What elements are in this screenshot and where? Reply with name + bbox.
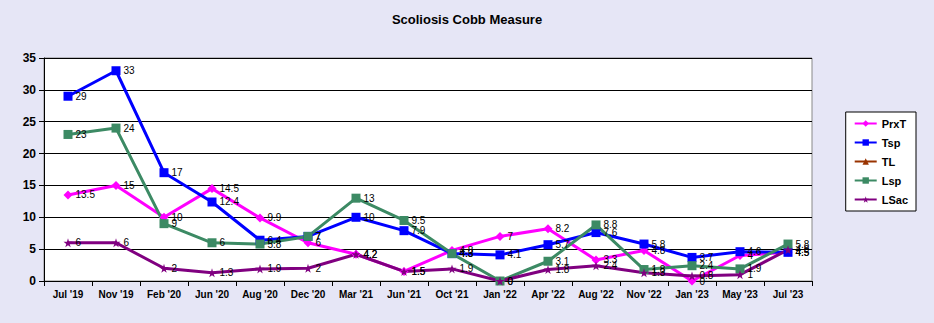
svg-text:10: 10 [23,210,37,224]
svg-text:35: 35 [23,51,37,65]
svg-text:2: 2 [316,263,322,274]
svg-text:24: 24 [124,123,136,134]
svg-text:29: 29 [76,91,88,102]
svg-text:Tsp: Tsp [882,137,901,149]
svg-text:33: 33 [124,65,136,76]
svg-text:2.4: 2.4 [604,260,618,271]
svg-text:3.7: 3.7 [699,251,714,263]
svg-text:5: 5 [29,242,36,256]
svg-text:TL: TL [882,156,896,168]
svg-text:Nov '22: Nov '22 [626,289,662,300]
svg-text:15: 15 [124,180,136,191]
svg-text:LSac: LSac [882,194,908,206]
svg-text:4.2: 4.2 [364,249,378,260]
svg-text:25: 25 [23,115,37,129]
svg-text:Lsp: Lsp [882,175,902,187]
svg-text:4.6: 4.6 [748,246,762,257]
svg-text:2.4: 2.4 [699,260,714,272]
svg-text:7: 7 [508,231,514,242]
svg-text:1.8: 1.8 [556,264,570,275]
svg-text:1.9: 1.9 [268,263,282,274]
svg-text:May '23: May '23 [722,289,758,300]
svg-text:Oct '21: Oct '21 [436,289,469,300]
svg-text:5.8: 5.8 [652,239,666,250]
svg-text:Jun '20: Jun '20 [195,289,229,300]
svg-text:6: 6 [76,237,82,248]
svg-text:0: 0 [508,276,514,287]
svg-text:1.9: 1.9 [460,263,474,274]
svg-text:1.3: 1.3 [652,267,666,278]
svg-text:4.3: 4.3 [460,248,474,259]
svg-text:1.5: 1.5 [412,266,426,277]
svg-text:8.8: 8.8 [604,219,618,230]
svg-text:7: 7 [316,231,322,242]
svg-text:14.5: 14.5 [220,183,240,194]
svg-text:Jan '23: Jan '23 [675,289,709,300]
svg-text:Jul '19: Jul '19 [53,289,84,300]
svg-text:17: 17 [172,167,184,178]
svg-text:Aug '22: Aug '22 [578,289,614,300]
svg-text:0.8: 0.8 [700,270,714,281]
svg-text:Feb '20: Feb '20 [147,289,181,300]
svg-text:PrxT: PrxT [882,118,907,130]
svg-text:9: 9 [172,218,178,229]
svg-text:Nov '19: Nov '19 [98,289,134,300]
svg-text:1: 1 [748,269,754,280]
svg-text:1.3: 1.3 [220,267,234,278]
svg-text:12.4: 12.4 [220,196,240,207]
svg-text:8.2: 8.2 [556,223,570,234]
svg-text:7.9: 7.9 [412,225,426,236]
svg-text:4.3: 4.3 [460,248,474,259]
svg-text:5.7: 5.7 [556,239,570,250]
svg-text:Jun '21: Jun '21 [387,289,421,300]
svg-text:0: 0 [29,274,36,288]
svg-text:6: 6 [220,237,226,248]
svg-text:Scoliosis Cobb Measure: Scoliosis Cobb Measure [392,12,542,27]
svg-text:1.5: 1.5 [412,266,426,277]
svg-text:6: 6 [315,237,322,249]
svg-text:6: 6 [124,237,130,248]
svg-text:4.8: 4.8 [651,244,666,256]
svg-text:1.9: 1.9 [747,263,762,275]
svg-text:10: 10 [364,212,376,223]
svg-text:Dec '20: Dec '20 [291,289,326,300]
svg-text:4.2: 4.2 [364,249,378,260]
svg-text:Apr '22: Apr '22 [531,289,565,300]
svg-text:Jan '22: Jan '22 [483,289,517,300]
svg-text:7: 7 [316,231,322,242]
svg-text:9.9: 9.9 [268,212,282,223]
svg-text:13.5: 13.5 [76,189,96,200]
svg-text:15: 15 [23,178,37,192]
svg-text:4.9: 4.9 [796,244,810,255]
svg-text:4.1: 4.1 [508,249,522,260]
svg-text:Mar '21: Mar '21 [339,289,374,300]
svg-text:Jul '23: Jul '23 [773,289,804,300]
svg-text:Aug '20: Aug '20 [242,289,278,300]
svg-text:2: 2 [172,263,178,274]
svg-text:9.5: 9.5 [412,215,426,226]
svg-text:20: 20 [23,147,37,161]
svg-text:3.1: 3.1 [555,255,570,267]
svg-text:0: 0 [508,276,514,287]
svg-text:7.6: 7.6 [603,227,618,239]
svg-text:10: 10 [171,211,183,223]
svg-text:30: 30 [23,83,37,97]
svg-text:13: 13 [364,193,376,204]
svg-text:23: 23 [76,129,88,140]
svg-text:5.8: 5.8 [268,239,282,250]
